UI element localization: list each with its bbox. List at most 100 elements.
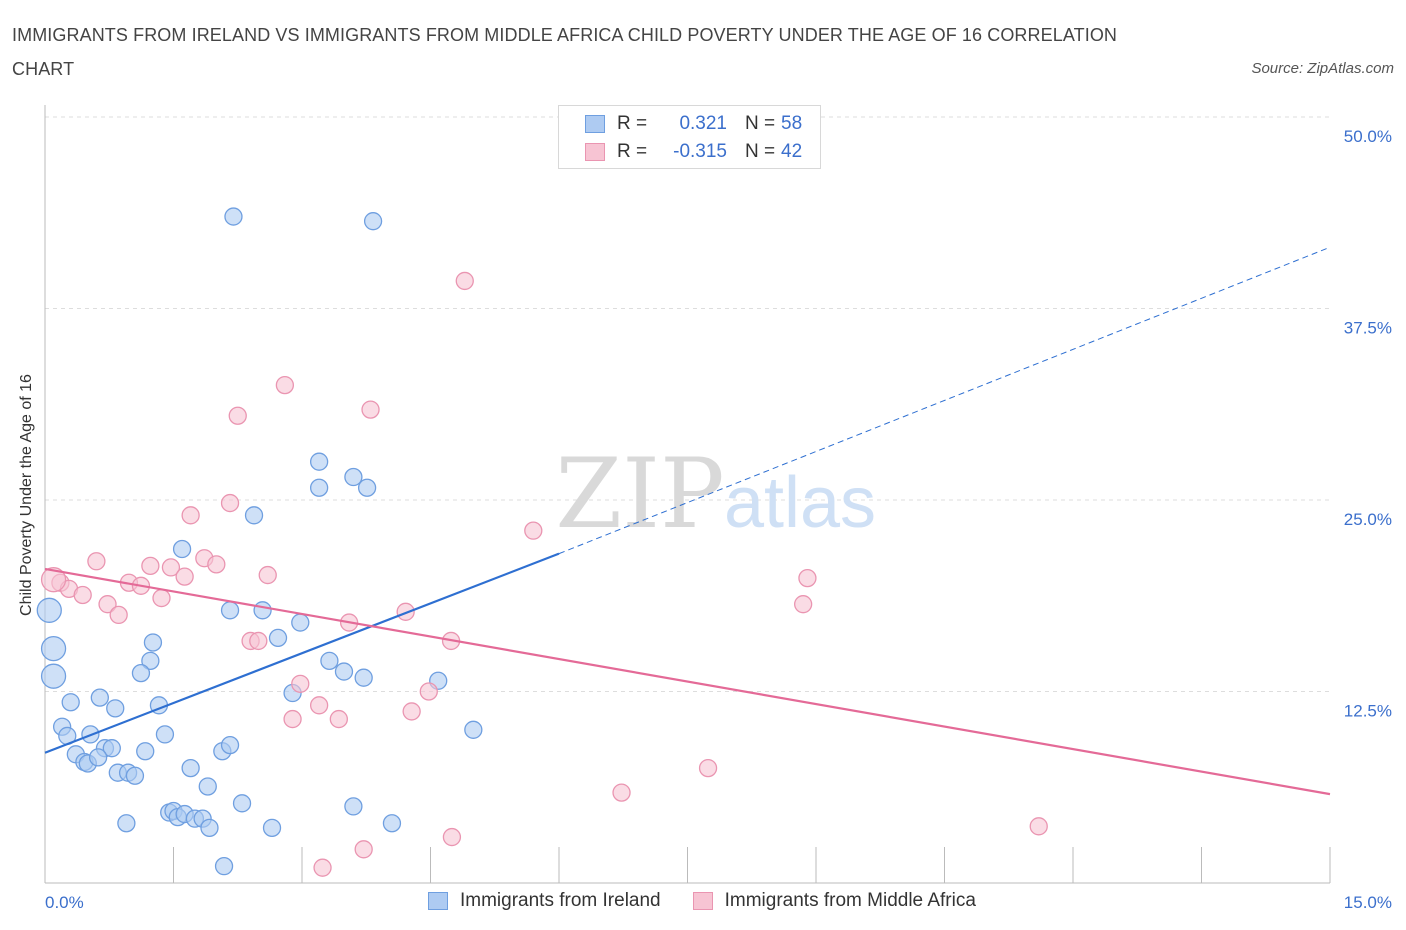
data-point [612, 783, 631, 802]
data-point [36, 597, 62, 623]
legend-swatch-pink [585, 143, 605, 161]
data-point [198, 777, 217, 796]
data-point [291, 674, 310, 693]
y-tick-label: 25.0% [1344, 510, 1392, 529]
data-point [313, 858, 332, 877]
chart-title: IMMIGRANTS FROM IRELAND VS IMMIGRANTS FR… [12, 25, 1118, 79]
data-point [275, 375, 295, 395]
data-point [125, 766, 145, 785]
legend-n-label: N = [745, 113, 776, 134]
series-middle-africa-points [40, 271, 1048, 877]
data-point [88, 748, 108, 767]
watermark: ZIP atlas [555, 438, 876, 550]
data-point [329, 709, 348, 729]
gridlines [45, 116, 1330, 692]
legend-r-value: -0.315 [673, 141, 727, 162]
y-tick-label: 37.5% [1344, 319, 1392, 338]
data-point [258, 565, 277, 585]
data-point [220, 735, 240, 755]
series-ireland-points [36, 207, 483, 876]
series-legend-label: Immigrants from Middle Africa [724, 890, 976, 911]
data-point [442, 827, 462, 847]
source-credit: Source: ZipAtlas.com [1251, 60, 1394, 77]
data-point [131, 663, 151, 683]
data-point [161, 558, 181, 577]
data-point [136, 742, 155, 761]
data-point [109, 605, 128, 625]
data-point [141, 651, 160, 671]
trend-line-middle-africa [44, 567, 1331, 796]
data-point [224, 207, 243, 226]
legend-r-label: R = [617, 141, 648, 162]
legend-row-middle-africa: R = -0.315 N = 42 [585, 139, 802, 165]
data-point [344, 467, 363, 487]
data-point [102, 739, 121, 758]
data-point [402, 702, 421, 721]
data-point [207, 555, 226, 574]
data-point [268, 628, 288, 648]
data-point [309, 452, 329, 471]
data-point [90, 688, 109, 707]
series-legend-middle-africa: Immigrants from Middle Africa [692, 890, 976, 912]
data-point [181, 758, 200, 778]
trend-lines [44, 246, 1331, 796]
data-point [382, 814, 402, 833]
data-point [200, 818, 219, 837]
data-point [155, 725, 175, 744]
data-point [143, 633, 163, 652]
trend-line-ireland-extension [558, 246, 1331, 555]
legend-row-ireland: R = 0.321 N = 58 [585, 111, 802, 137]
tick-labels: 12.5% 25.0% 37.5% 50.0% 0.0% 15.0% [45, 127, 1392, 912]
data-point [117, 814, 136, 833]
legend-r-label: R = [617, 113, 648, 134]
legend-r-value: 0.321 [679, 113, 727, 134]
data-point [73, 585, 92, 605]
x-tick-label: 0.0% [45, 893, 84, 912]
data-point [354, 840, 373, 859]
data-point [396, 602, 415, 621]
data-point [309, 478, 329, 497]
data-point [524, 521, 543, 540]
data-point [363, 212, 383, 231]
data-point [794, 595, 813, 614]
data-point [455, 271, 474, 291]
data-point [220, 493, 240, 513]
data-point [354, 668, 373, 687]
data-point [1029, 817, 1048, 836]
data-point [291, 613, 310, 632]
data-point [320, 651, 339, 671]
data-point [249, 631, 268, 651]
data-point [228, 406, 247, 425]
data-point [152, 588, 171, 608]
data-point [232, 794, 252, 813]
data-point [262, 818, 282, 837]
legend-n-label: N = [745, 141, 776, 162]
watermark-zip: ZIP [555, 438, 724, 550]
data-point [220, 601, 240, 620]
series-legend-label: Immigrants from Ireland [460, 890, 661, 911]
data-point [357, 478, 377, 497]
data-point [172, 539, 192, 559]
y-axis-label: Child Poverty Under the Age of 16 [18, 374, 35, 616]
data-point [309, 696, 329, 715]
legend-n-value: 42 [781, 141, 803, 162]
data-point [106, 699, 125, 718]
watermark-atlas: atlas [724, 463, 876, 543]
data-point [181, 506, 200, 525]
data-point [87, 552, 106, 571]
y-tick-label: 50.0% [1344, 127, 1392, 146]
legend-swatch-blue [585, 115, 605, 133]
data-point [141, 556, 160, 576]
data-point [344, 797, 363, 816]
data-point [214, 856, 234, 876]
series-legend: Immigrants from Ireland Immigrants from … [428, 890, 1008, 912]
data-point [361, 400, 380, 419]
x-tick-label: 15.0% [1344, 893, 1392, 912]
data-point [61, 693, 80, 712]
y-tick-label: 12.5% [1344, 702, 1392, 721]
data-point [464, 720, 483, 739]
trend-line-ireland [44, 552, 560, 754]
series-legend-swatch-pink [692, 892, 713, 910]
series-legend-swatch-blue [428, 892, 448, 910]
series-legend-ireland: Immigrants from Ireland [428, 890, 661, 912]
